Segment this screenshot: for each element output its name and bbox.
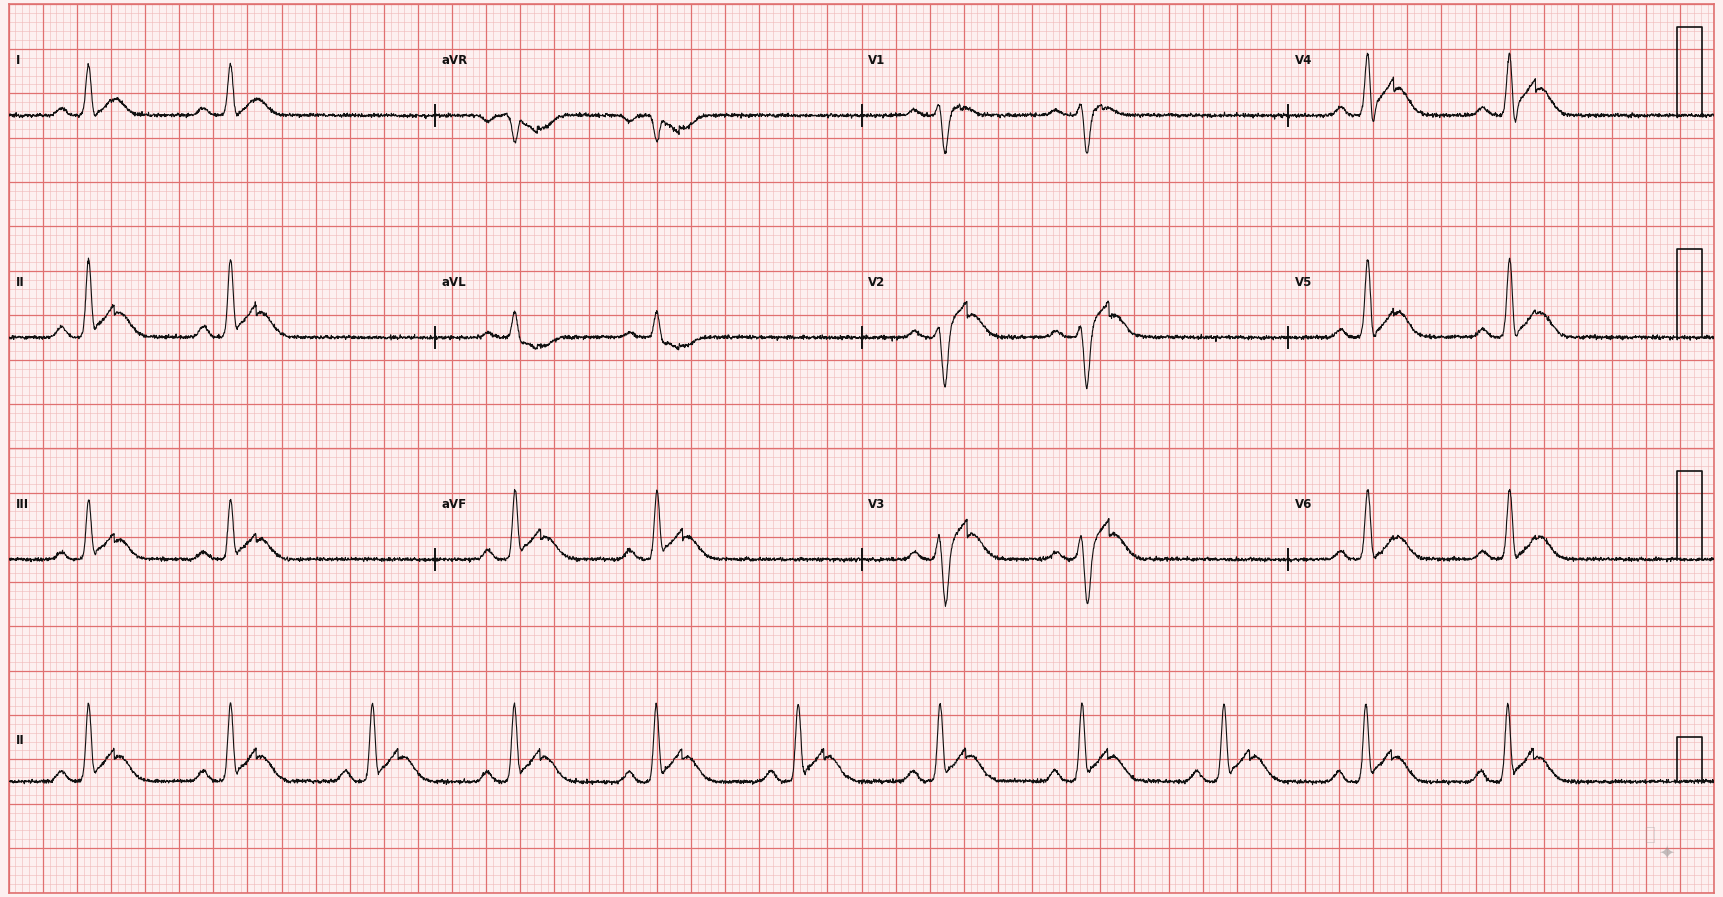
Text: II: II [16, 275, 24, 289]
Text: V5: V5 [1294, 275, 1313, 289]
Text: aVR: aVR [441, 54, 469, 66]
Text: II: II [16, 735, 24, 747]
Text: aVL: aVL [441, 275, 467, 289]
Text: V6: V6 [1294, 498, 1313, 510]
Text: V3: V3 [868, 498, 886, 510]
Text: 🦅: 🦅 [1644, 826, 1654, 844]
Text: ✦: ✦ [1659, 843, 1675, 862]
Text: aVF: aVF [441, 498, 467, 510]
Text: III: III [16, 498, 29, 510]
Text: V4: V4 [1294, 54, 1313, 66]
Text: V2: V2 [868, 275, 886, 289]
Text: V1: V1 [868, 54, 886, 66]
Text: I: I [16, 54, 19, 66]
